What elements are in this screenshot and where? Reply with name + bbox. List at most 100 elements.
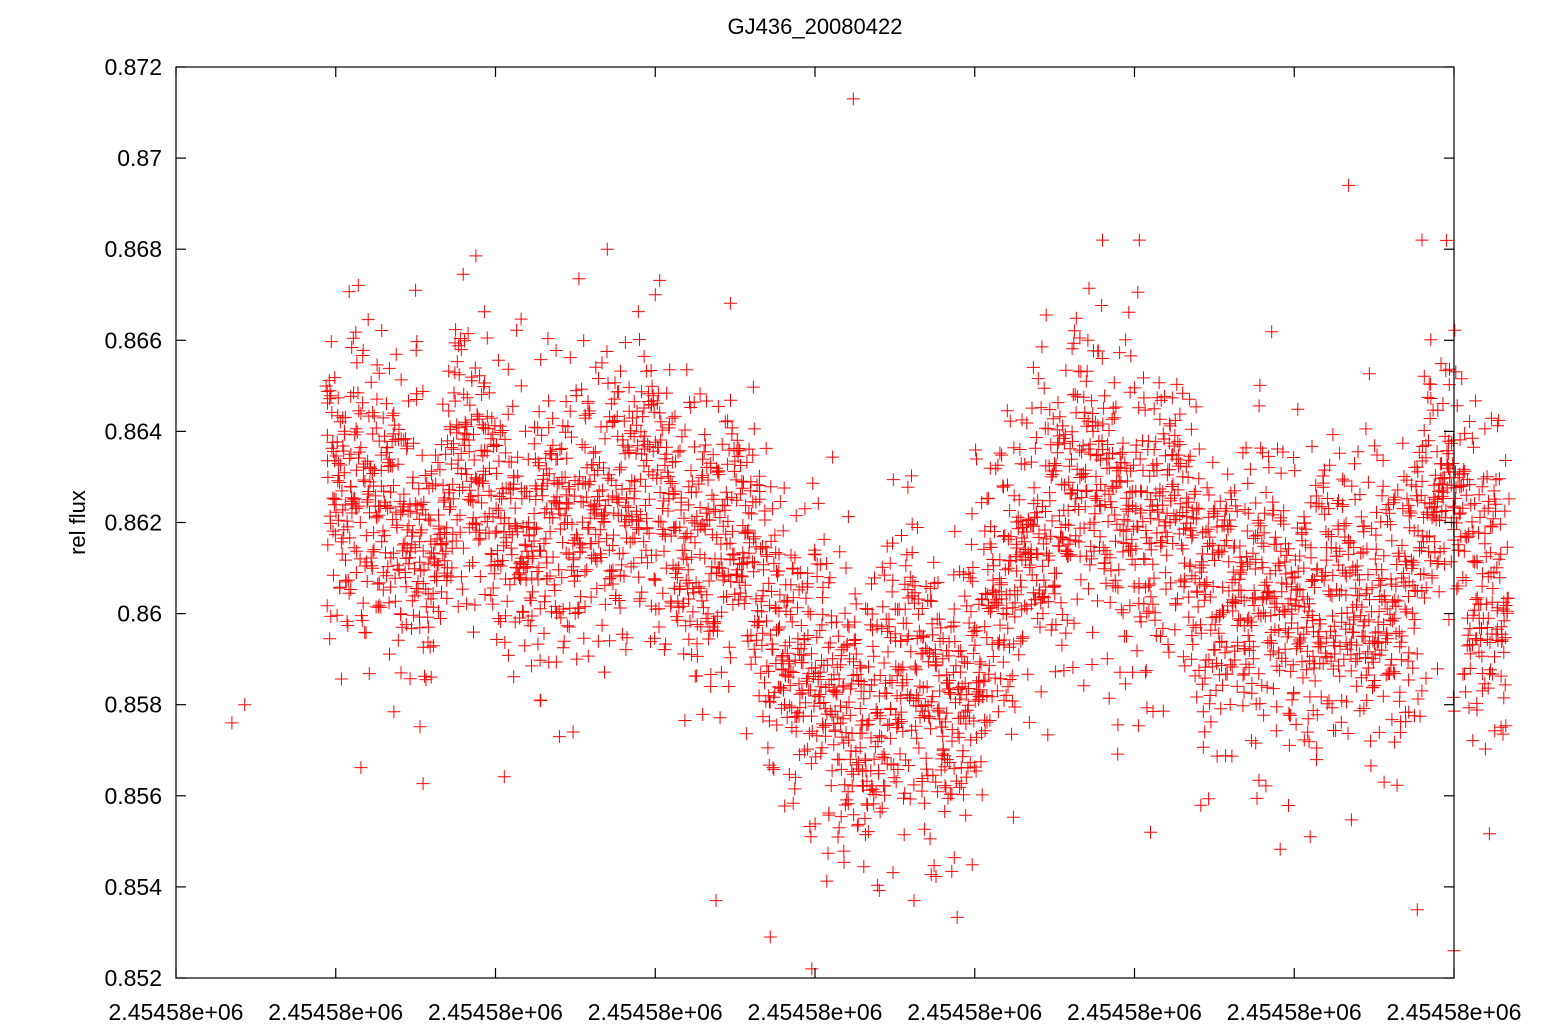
data-point [330,608,344,622]
data-point [532,405,546,419]
data-point [1371,635,1385,649]
data-point [388,594,402,608]
data-point [865,678,879,692]
data-point [467,625,480,639]
data-point [1070,592,1084,606]
data-point [1111,718,1125,732]
data-point [1324,530,1338,544]
data-point [359,529,373,543]
data-point [682,632,696,646]
data-point [1168,623,1182,637]
data-point [1078,405,1092,419]
data-point [1428,468,1442,482]
data-point [975,726,988,740]
data-point [484,588,498,602]
data-point [1011,588,1025,602]
data-point [524,593,538,607]
data-point [755,638,769,652]
data-point [375,535,389,549]
data-point [492,454,506,468]
data-point [741,526,755,540]
data-point [436,397,450,411]
data-point [711,464,725,478]
data-point [352,451,365,465]
data-point [1291,402,1305,416]
data-point [890,689,904,703]
data-point [344,583,358,596]
data-point [681,498,695,512]
data-point [1198,588,1212,601]
data-point [1354,671,1368,685]
data-point [543,447,557,460]
data-point [772,547,786,561]
data-point [501,407,515,421]
data-point [1268,623,1282,637]
data-point [1313,617,1327,631]
data-point [350,356,364,370]
data-point [486,427,500,441]
data-point [957,568,971,582]
data-point [581,396,595,410]
data-point [333,581,347,595]
data-point [435,585,448,599]
data-point [1035,591,1049,605]
data-point [1202,792,1216,806]
data-point [494,559,508,573]
data-point [905,546,919,559]
data-point [1165,480,1179,493]
data-point [1077,679,1091,693]
data-point [1300,644,1314,658]
data-point [1239,441,1253,455]
data-point [931,785,945,799]
data-point [717,590,731,604]
data-point [1206,538,1220,552]
data-point [518,639,532,653]
data-point [1345,479,1359,493]
data-point [1488,724,1502,738]
data-point [1399,715,1413,729]
data-point [842,620,856,634]
data-point [1470,591,1484,605]
data-point [972,665,986,679]
data-point [392,563,406,577]
data-point [817,696,831,709]
data-point [432,508,445,522]
data-point [1152,513,1166,527]
data-point [1158,449,1172,463]
data-point [1126,499,1139,513]
data-point [440,434,454,448]
data-point [1460,531,1474,545]
data-point [1497,645,1511,659]
data-point [724,651,737,665]
data-point [1363,593,1376,607]
data-point [1462,701,1476,715]
data-point [444,441,458,454]
data-point [625,474,639,488]
data-point [1118,456,1132,470]
data-point [452,421,466,435]
data-point [561,420,575,434]
data-point [1228,484,1242,498]
data-point [555,571,569,585]
data-point [959,808,973,822]
data-point [1185,531,1199,545]
data-point [1415,440,1429,453]
data-point [535,428,549,442]
data-point [1045,468,1059,481]
data-point [993,553,1007,567]
data-point [1460,473,1474,487]
y-tick-label: 0.852 [104,965,162,991]
data-point [1180,510,1194,524]
data-point [579,490,593,504]
data-point [1213,635,1227,649]
data-point [1085,658,1099,671]
data-point [637,349,651,363]
data-point [947,851,961,865]
data-point [1385,534,1399,548]
data-point [1246,546,1260,560]
data-point [966,561,980,574]
data-point [1085,552,1098,566]
data-point [1314,690,1328,704]
data-point [1310,708,1324,722]
data-point [1237,685,1251,699]
